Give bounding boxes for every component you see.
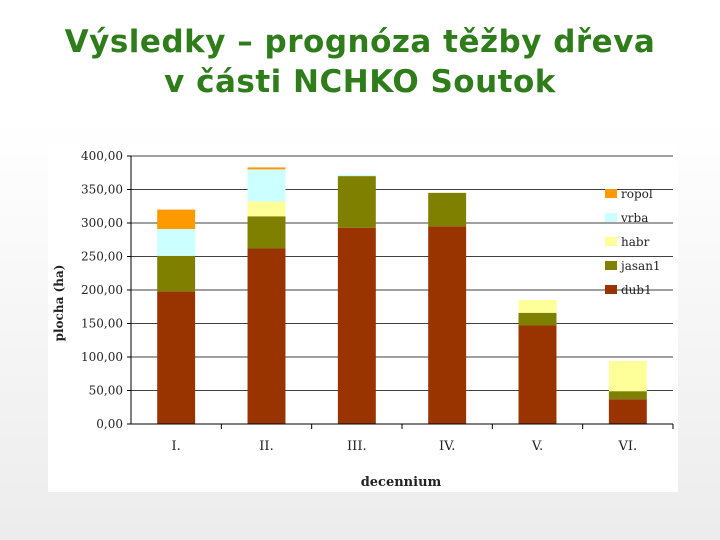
legend-swatch-jasan1 — [605, 261, 617, 270]
y-axis-label: plocha (ha) — [52, 265, 66, 342]
x-tick-label: II. — [259, 439, 273, 454]
bar-segment-ropol-2 — [247, 167, 286, 170]
y-tick-label: 100,00 — [81, 350, 123, 364]
y-tick-label: 0,00 — [96, 417, 123, 431]
x-tick-label: IV. — [439, 439, 455, 454]
y-tick-label: 350,00 — [81, 183, 123, 197]
y-tick-label: 50,00 — [89, 384, 123, 398]
bar-segment-dub1-6 — [608, 399, 647, 424]
y-tick-label: 200,00 — [81, 283, 123, 297]
bar-segment-dub1-4 — [428, 226, 467, 424]
bar-segment-dub1-2 — [247, 248, 286, 424]
chart-frame: 0,00 50,00 100,00 150,00 200,00 250,00 300,00 3… — [48, 143, 678, 492]
y-tick-label: 300,00 — [81, 216, 123, 230]
bar-segment-jasan1-4 — [428, 192, 467, 227]
x-tick-label: VI. — [618, 439, 638, 454]
bar-segment-jasan1-5 — [518, 312, 557, 326]
bar-segment-dub1-3 — [337, 227, 376, 424]
slide-title-line-2: v části NCHKO Soutok — [164, 64, 556, 100]
bar-segment-habr-6 — [608, 361, 647, 392]
legend-label-ropol: ropol — [621, 187, 653, 201]
y-tick-label: 250,00 — [81, 250, 123, 264]
legend-swatch-vrba — [605, 213, 617, 222]
bar-segment-habr-2 — [247, 201, 286, 217]
bar-segment-jasan1-2 — [247, 216, 286, 249]
bar-segment-dub1-1 — [157, 291, 196, 424]
legend-swatch-ropol — [605, 189, 617, 198]
legend-label-jasan1: jasan1 — [619, 259, 661, 273]
bar-segment-habr-5 — [518, 300, 557, 313]
legend-label-dub1: dub1 — [621, 283, 652, 297]
slide-title: Výsledky – prognóza těžby dřeva v části … — [0, 22, 720, 102]
y-tick-label: 400,00 — [81, 149, 123, 163]
stacked-bar-chart: 0,00 50,00 100,00 150,00 200,00 250,00 300,00 3… — [52, 149, 674, 490]
bar-segment-ropol-1 — [157, 209, 196, 230]
bar-segment-vrba-1 — [157, 229, 196, 256]
legend-swatch-habr — [605, 237, 617, 246]
bar-segment-vrba-2 — [247, 169, 286, 202]
bar-segment-dub1-5 — [518, 325, 557, 424]
x-tick-label: I. — [172, 439, 181, 454]
slide-title-line-1: Výsledky – prognóza těžby dřeva — [64, 24, 656, 60]
bar-segment-jasan1-3 — [337, 176, 376, 228]
bar-segment-vrba-3 — [337, 174, 376, 177]
legend-label-habr: habr — [621, 235, 650, 249]
bar-segment-jasan1-6 — [608, 391, 647, 400]
x-tick-label: III. — [347, 439, 367, 454]
x-tick-label: V. — [531, 439, 543, 454]
x-axis-label: decennium — [361, 475, 442, 490]
y-tick-label: 150,00 — [81, 317, 123, 331]
bar-segment-jasan1-1 — [157, 255, 196, 292]
legend-swatch-dub1 — [605, 285, 617, 294]
legend-label-vrba: vrba — [620, 211, 648, 225]
